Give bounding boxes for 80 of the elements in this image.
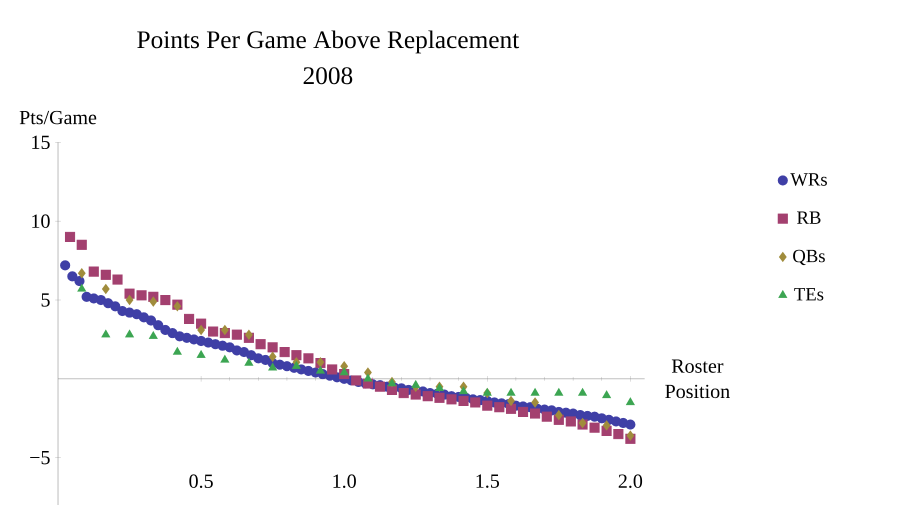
- point: [197, 324, 205, 336]
- y-axis-title: Pts/Game: [20, 110, 96, 124]
- point: [398, 388, 409, 398]
- point: [102, 284, 110, 294]
- point: [542, 412, 552, 422]
- point: [590, 422, 600, 433]
- point: [364, 374, 372, 382]
- point: [208, 326, 218, 337]
- y-tick-label: 10: [32, 214, 50, 228]
- point: [149, 296, 158, 307]
- point: [160, 294, 170, 306]
- point: [88, 266, 99, 277]
- point: [507, 396, 515, 406]
- point: [244, 358, 254, 366]
- point: [470, 397, 480, 408]
- point: [494, 402, 504, 412]
- point: [530, 388, 540, 396]
- x-tick-label: 0.5: [189, 474, 213, 488]
- point: [530, 408, 540, 419]
- point: [340, 367, 349, 376]
- point: [327, 364, 338, 374]
- point: [554, 388, 564, 396]
- point: [566, 416, 576, 426]
- point: [77, 284, 86, 292]
- point: [220, 324, 229, 336]
- point: [64, 232, 76, 242]
- point: [232, 330, 242, 340]
- point: [268, 362, 278, 370]
- point: [411, 380, 420, 388]
- point: [280, 346, 290, 358]
- point: [172, 346, 182, 355]
- point: [554, 410, 563, 420]
- point: [291, 350, 302, 360]
- legend-label: RB: [797, 212, 820, 224]
- point: [196, 350, 206, 358]
- point: [184, 314, 194, 324]
- point: [112, 274, 123, 285]
- point: [268, 342, 278, 352]
- point: [126, 294, 134, 306]
- y-tick-label: 15: [32, 136, 50, 150]
- point: [518, 406, 528, 418]
- point: [506, 404, 516, 414]
- point: [482, 388, 492, 396]
- point: [506, 388, 516, 396]
- y-tick-label: 5: [42, 293, 50, 307]
- x-tick-label: 2.0: [618, 474, 642, 488]
- point: [446, 394, 457, 404]
- chart-title: Points Per Game Above Replacement: [137, 30, 520, 54]
- point: [245, 330, 253, 340]
- x-tick-label: 1.0: [333, 474, 356, 488]
- legend-label: QBs: [793, 250, 825, 266]
- legend-label: WRs: [790, 173, 827, 186]
- point: [303, 353, 314, 364]
- point: [482, 400, 492, 411]
- point: [458, 396, 469, 406]
- point: [459, 386, 468, 394]
- point: [410, 390, 421, 400]
- point: [268, 352, 277, 362]
- point: [148, 331, 158, 339]
- point: [578, 388, 587, 396]
- point: [101, 330, 110, 338]
- chart-subtitle: 2008: [304, 67, 352, 84]
- point: [613, 428, 624, 440]
- point: [220, 354, 230, 363]
- point: [351, 375, 362, 386]
- point: [125, 330, 134, 338]
- x-axis-title: Roster Position: [665, 360, 730, 398]
- y-tick-label: −5: [30, 451, 50, 464]
- point: [422, 391, 433, 402]
- legend-label: TEs: [794, 288, 824, 301]
- point: [78, 268, 86, 278]
- point: [434, 392, 445, 403]
- point: [626, 430, 634, 441]
- point: [256, 339, 266, 350]
- point: [136, 290, 147, 300]
- point: [602, 390, 612, 398]
- point: [626, 397, 635, 406]
- x-tick-label: 1.5: [476, 474, 499, 488]
- point: [100, 270, 111, 280]
- point: [76, 240, 87, 250]
